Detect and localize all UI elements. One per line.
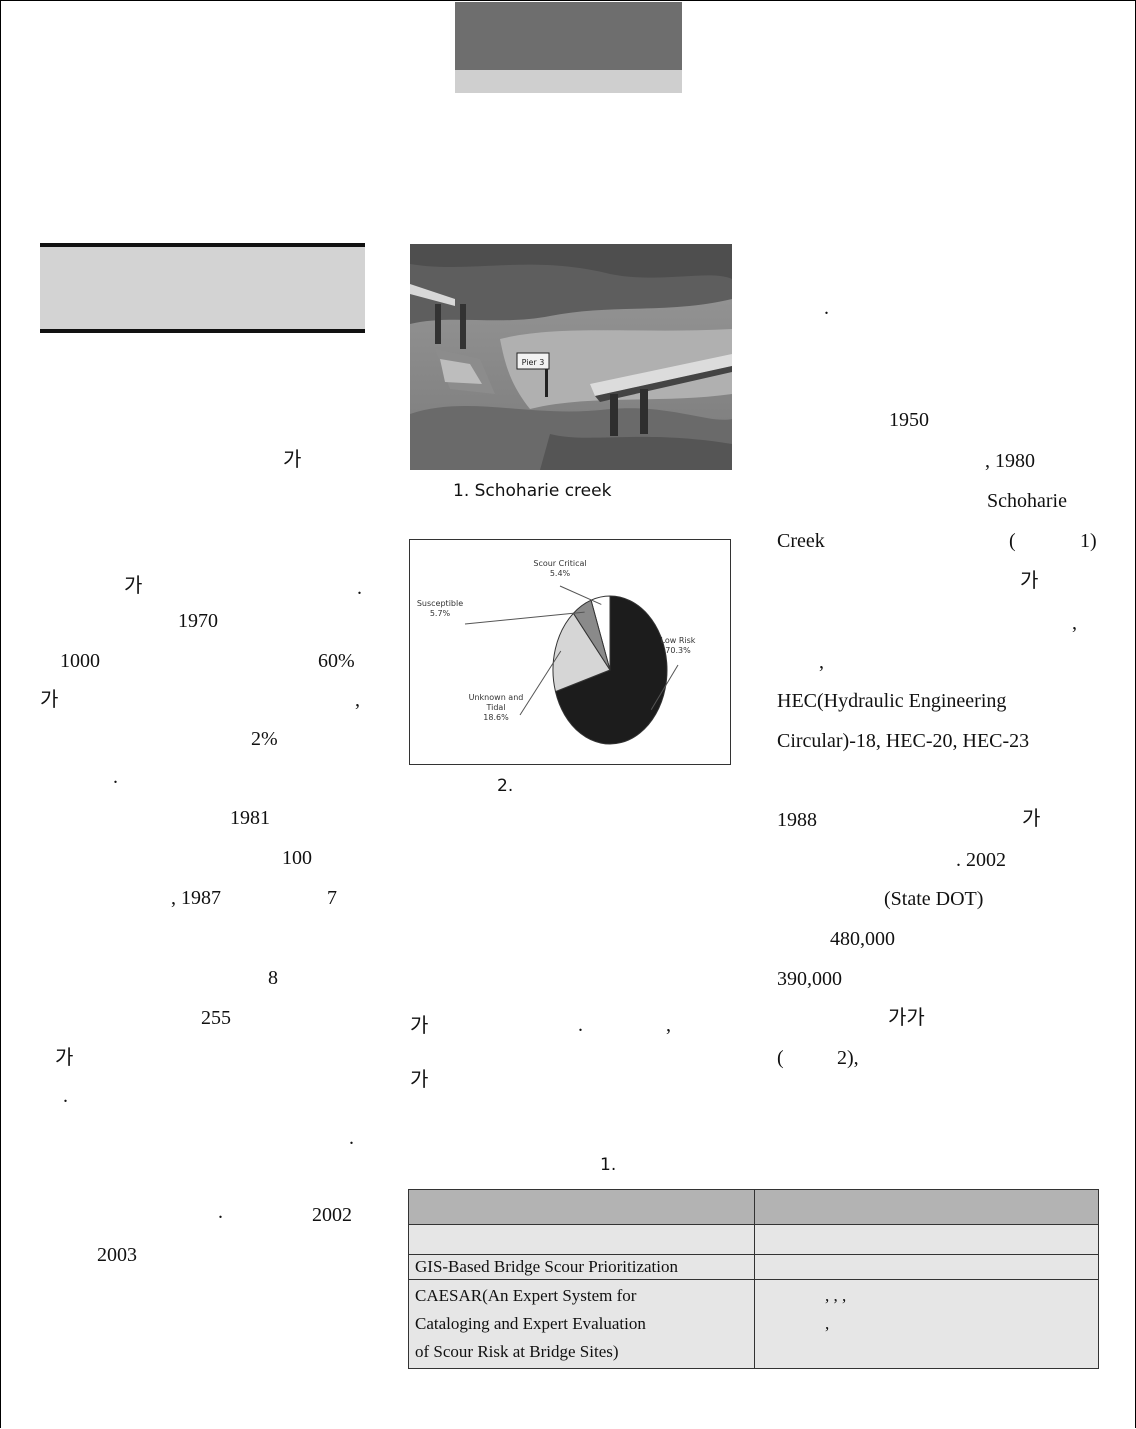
photo-sign-text: Pier 3: [522, 358, 545, 367]
right-column-text-fragment: 1988: [777, 809, 817, 831]
right-column-text-fragment: 가: [1020, 568, 1039, 592]
table-header-cell: [408, 1189, 755, 1225]
left-column-text-fragment: , 1987: [171, 887, 221, 909]
table-header-row: [408, 1189, 1099, 1225]
pie-label: Scour Critical: [533, 559, 586, 568]
left-column-text-fragment: 7: [327, 887, 337, 909]
table-row: CAESAR(An Expert System for Cataloging a…: [408, 1279, 1099, 1369]
pie-value-label: 70.3%: [665, 646, 691, 655]
figure-pie-chart: Scour Critical 5.4% Low Risk 70.3% Unknown a…: [409, 539, 731, 765]
scour-tools-table: GIS-Based Bridge Scour Prioritization CA…: [408, 1189, 1099, 1369]
right-column-text-fragment: , 1980: [985, 450, 1035, 472]
table-cell: [754, 1224, 1099, 1255]
table-cell: , , , ,: [754, 1279, 1099, 1369]
table-row: [408, 1224, 1099, 1255]
pie-value-label: 5.7%: [430, 609, 451, 618]
pie-label: Susceptible: [417, 599, 463, 608]
left-column-text-fragment: ,: [355, 689, 360, 711]
right-column-text-fragment: .: [824, 297, 829, 319]
left-column-text-fragment: 가: [283, 447, 302, 471]
header-tab-light: [455, 70, 682, 93]
left-column-text-fragment: .: [349, 1127, 354, 1149]
pie-leader-line: [650, 664, 679, 710]
right-column-text-fragment: ,: [819, 651, 824, 673]
figure-1-caption: 1. Schoharie creek: [453, 481, 612, 501]
pie-leader-line: [519, 650, 562, 716]
right-column-text-fragment: Circular)-18, HEC-20, HEC-23: [777, 730, 1030, 752]
left-column-text-fragment: .: [63, 1085, 68, 1107]
left-column-text-fragment: 가: [55, 1045, 74, 1069]
left-column-text-fragment: .: [218, 1201, 223, 1223]
left-column-text-fragment: .: [357, 577, 362, 599]
left-column-text-fragment: .: [113, 766, 118, 788]
table-1-caption: 1.: [600, 1155, 617, 1175]
right-column-text-fragment: 480,000: [830, 928, 895, 950]
right-column-text-fragment: 390,000: [777, 968, 842, 990]
figure-2-caption: 2.: [497, 776, 514, 796]
middle-column-text-fragment: ,: [666, 1014, 671, 1036]
right-column-text-fragment: Schoharie: [987, 490, 1067, 512]
left-column-text-fragment: 100: [282, 847, 312, 869]
pie-leader-line: [464, 611, 585, 625]
table-cell: [754, 1254, 1099, 1280]
pie-value-label: 18.6%: [483, 713, 509, 722]
left-column-text-fragment: 255: [201, 1007, 231, 1029]
table-header-cell: [754, 1189, 1099, 1225]
right-column-text-fragment: 가: [1022, 806, 1041, 830]
left-column-text-fragment: 1970: [178, 610, 218, 632]
left-column-text-fragment: 가: [40, 687, 59, 711]
left-column-text-fragment: 60%: [318, 650, 355, 672]
right-column-text-fragment: 가가: [888, 1005, 925, 1029]
pie-leader-line: [559, 585, 602, 605]
table-row: GIS-Based Bridge Scour Prioritization: [408, 1254, 1099, 1280]
middle-column-text-fragment: .: [578, 1014, 583, 1036]
right-column-text-fragment: (: [777, 1047, 784, 1069]
pie-label: Low Risk: [661, 636, 696, 645]
table-cell: [408, 1224, 755, 1255]
left-column-text-fragment: 1000: [60, 650, 100, 672]
left-column-text-fragment: 8: [268, 967, 278, 989]
pie-slice-low-risk: [554, 595, 668, 745]
left-column-text-fragment: 2002: [312, 1204, 352, 1226]
table-cell: GIS-Based Bridge Scour Prioritization: [408, 1254, 755, 1280]
right-column-text-fragment: ,: [1072, 612, 1077, 634]
right-column-text-fragment: Creek: [777, 530, 825, 552]
header-tab-dark: [455, 2, 682, 70]
right-column-text-fragment: . 2002: [956, 849, 1006, 871]
left-column-text-fragment: 2%: [251, 728, 278, 750]
pie-label: Unknown and Tidal: [469, 693, 524, 712]
right-column-text-fragment: 2),: [837, 1047, 859, 1069]
middle-column-text-fragment: 가: [410, 1013, 429, 1037]
pie-slice-unknown-and-tidal: [552, 612, 611, 693]
left-column-text-fragment: 1981: [230, 807, 270, 829]
section-heading-box: [40, 243, 365, 333]
right-column-text-fragment: 1950: [889, 409, 929, 431]
right-column-text-fragment: (: [1009, 530, 1016, 552]
left-column-text-fragment: 가: [124, 573, 143, 597]
left-column-text-fragment: 2003: [97, 1244, 137, 1266]
right-column-text-fragment: HEC(Hydraulic Engineering: [777, 690, 1007, 712]
pie-value-label: 5.4%: [550, 569, 571, 578]
figure-photo-bridge-collapse: Pier 3: [410, 244, 732, 470]
right-column-text-fragment: (State DOT): [884, 888, 984, 910]
right-column-text-fragment: 1): [1080, 530, 1097, 552]
table-cell: CAESAR(An Expert System for Cataloging a…: [408, 1279, 755, 1369]
middle-column-text-fragment: 가: [410, 1067, 429, 1091]
